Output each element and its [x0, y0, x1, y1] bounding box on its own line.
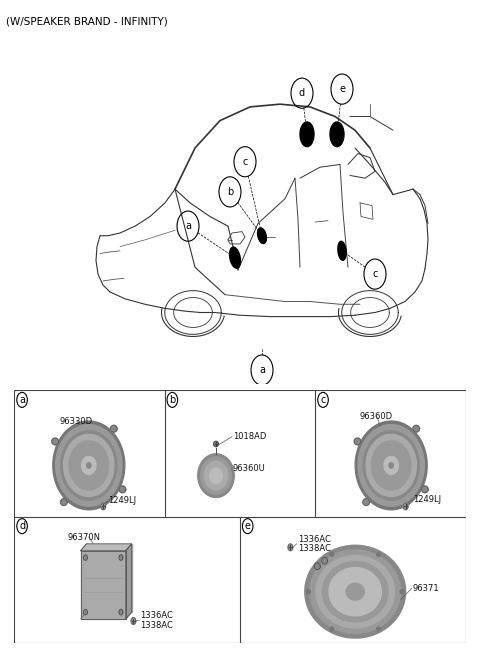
- Polygon shape: [306, 590, 310, 594]
- Polygon shape: [322, 558, 327, 564]
- Text: 1336AC: 1336AC: [298, 535, 330, 544]
- Polygon shape: [338, 241, 346, 260]
- Polygon shape: [354, 438, 361, 445]
- Polygon shape: [201, 457, 231, 494]
- Text: 1249LJ: 1249LJ: [413, 495, 441, 504]
- Polygon shape: [377, 627, 381, 631]
- Polygon shape: [372, 441, 411, 490]
- Text: 1338AC: 1338AC: [140, 621, 173, 630]
- Polygon shape: [82, 457, 96, 474]
- Polygon shape: [310, 550, 400, 634]
- Polygon shape: [346, 583, 364, 600]
- Polygon shape: [210, 468, 222, 483]
- Text: b: b: [227, 187, 233, 197]
- Text: e: e: [339, 84, 345, 94]
- Text: d: d: [19, 521, 25, 531]
- Text: c: c: [320, 395, 326, 405]
- Polygon shape: [64, 434, 114, 497]
- Text: 96360U: 96360U: [233, 464, 265, 474]
- Text: (W/SPEAKER BRAND - INFINITY): (W/SPEAKER BRAND - INFINITY): [6, 16, 168, 26]
- Text: a: a: [259, 365, 265, 375]
- Polygon shape: [126, 544, 132, 619]
- Polygon shape: [323, 562, 388, 622]
- Polygon shape: [214, 441, 218, 447]
- Polygon shape: [330, 627, 334, 631]
- Polygon shape: [330, 552, 334, 556]
- Polygon shape: [204, 461, 228, 490]
- Polygon shape: [366, 434, 416, 497]
- Polygon shape: [377, 552, 381, 556]
- Text: 96330D: 96330D: [60, 417, 93, 426]
- Polygon shape: [131, 618, 136, 625]
- Polygon shape: [413, 425, 420, 432]
- Polygon shape: [60, 499, 67, 506]
- Text: 1336AC: 1336AC: [140, 611, 173, 620]
- Text: 96370N: 96370N: [67, 533, 100, 542]
- Polygon shape: [330, 122, 344, 147]
- Polygon shape: [86, 544, 132, 612]
- Polygon shape: [81, 544, 132, 551]
- Polygon shape: [52, 438, 59, 445]
- Text: 1018AD: 1018AD: [233, 432, 266, 441]
- Text: e: e: [245, 521, 251, 531]
- Polygon shape: [84, 555, 87, 560]
- Polygon shape: [363, 431, 420, 500]
- Polygon shape: [258, 228, 266, 243]
- Polygon shape: [119, 609, 123, 615]
- Polygon shape: [358, 424, 424, 506]
- Polygon shape: [421, 486, 428, 493]
- Polygon shape: [400, 590, 404, 594]
- Polygon shape: [198, 454, 234, 497]
- Polygon shape: [84, 609, 87, 615]
- Polygon shape: [389, 462, 393, 468]
- Text: 1249LJ: 1249LJ: [108, 497, 136, 505]
- Polygon shape: [110, 425, 117, 432]
- Polygon shape: [329, 567, 382, 616]
- Polygon shape: [403, 503, 408, 510]
- Polygon shape: [61, 431, 117, 500]
- Polygon shape: [53, 421, 125, 510]
- Text: b: b: [169, 395, 176, 405]
- Polygon shape: [300, 122, 314, 147]
- Polygon shape: [119, 555, 123, 560]
- Polygon shape: [56, 424, 122, 506]
- Polygon shape: [355, 421, 427, 510]
- Polygon shape: [69, 441, 108, 490]
- Polygon shape: [363, 499, 370, 506]
- Text: d: d: [299, 88, 305, 98]
- Text: 96360D: 96360D: [360, 412, 393, 420]
- Polygon shape: [305, 545, 406, 638]
- Polygon shape: [316, 556, 395, 628]
- Text: c: c: [242, 157, 248, 167]
- Polygon shape: [87, 462, 91, 468]
- Text: a: a: [19, 395, 25, 405]
- Polygon shape: [119, 486, 126, 493]
- Text: c: c: [372, 269, 378, 279]
- Text: a: a: [185, 221, 191, 231]
- Text: 1338AC: 1338AC: [298, 544, 330, 553]
- Polygon shape: [384, 457, 398, 474]
- Polygon shape: [314, 563, 320, 569]
- Polygon shape: [229, 247, 240, 268]
- Polygon shape: [81, 551, 126, 619]
- Polygon shape: [288, 544, 293, 551]
- Text: 96371: 96371: [413, 584, 439, 593]
- Polygon shape: [101, 503, 106, 510]
